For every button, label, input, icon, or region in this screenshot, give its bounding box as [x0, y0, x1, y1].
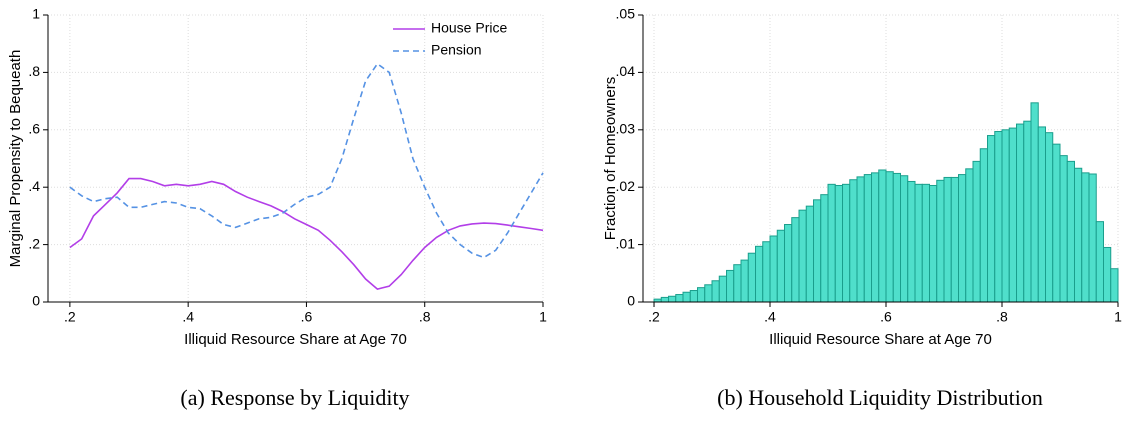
bar: [791, 217, 800, 303]
bar: [726, 269, 735, 303]
bar: [863, 174, 873, 303]
bar: [1088, 173, 1097, 303]
x-tick-label: .4: [182, 309, 194, 325]
y-tick-label: .02: [616, 178, 636, 194]
bar: [1030, 102, 1039, 303]
x-tick-label: .6: [880, 309, 892, 325]
bar: [1074, 167, 1083, 303]
y-tick-label: 0: [627, 293, 635, 309]
x-tick-label: .6: [301, 309, 313, 325]
bar: [1095, 221, 1105, 303]
caption: (a) Response by Liquidity: [180, 385, 409, 410]
bar: [675, 294, 684, 303]
bar: [1023, 120, 1032, 303]
bar: [689, 290, 699, 303]
bar: [1016, 123, 1025, 303]
x-tick-label: .2: [648, 309, 660, 325]
legend-label: House Price: [431, 20, 507, 36]
y-tick-label: .6: [28, 121, 40, 137]
y-tick-label: .01: [616, 235, 636, 251]
y-tick-label: 1: [32, 6, 40, 22]
y-tick-label: .2: [28, 235, 40, 251]
bar: [1110, 268, 1119, 303]
bar: [900, 175, 909, 303]
bar: [1008, 127, 1018, 303]
bar: [885, 171, 894, 303]
y-tick-label: .03: [616, 121, 636, 137]
bar: [740, 259, 749, 303]
bar: [769, 235, 778, 303]
caption: (b) Household Liquidity Distribution: [717, 385, 1043, 410]
bar: [987, 135, 996, 303]
bar: [1103, 246, 1112, 303]
x-axis-title: Illiquid Resource Share at Age 70: [769, 331, 992, 348]
bar: [943, 176, 952, 303]
bar: [834, 184, 844, 303]
bar: [871, 172, 880, 303]
bar: [921, 183, 931, 303]
bar: [747, 252, 757, 303]
bar: [994, 131, 1003, 303]
bar: [805, 205, 815, 303]
bar: [1045, 132, 1054, 303]
x-tick-label: 1: [539, 309, 547, 325]
line: [69, 62, 544, 259]
bar: [965, 168, 974, 303]
bar: [733, 264, 742, 303]
bar: [718, 275, 728, 303]
bar: [1081, 172, 1090, 303]
bar: [914, 183, 923, 303]
bar: [711, 280, 720, 303]
bar: [762, 241, 771, 303]
bar: [979, 148, 989, 303]
y-axis-title: Fraction of Homeowners: [602, 77, 619, 240]
bar: [958, 174, 967, 303]
bar: [849, 179, 858, 303]
x-axis-title: Illiquid Resource Share at Age 70: [184, 331, 407, 348]
x-tick-label: 1: [1114, 309, 1122, 325]
bar: [907, 180, 916, 303]
bar: [972, 160, 981, 303]
y-axis-title: Marginal Propensity to Bequeath: [7, 50, 24, 268]
bar: [1059, 155, 1068, 303]
y-tick-label: 0: [32, 293, 40, 309]
x-tick-label: .8: [419, 309, 431, 325]
bar: [820, 194, 829, 303]
legend-label: Pension: [431, 42, 482, 58]
bar: [682, 291, 691, 303]
bar: [697, 287, 706, 303]
bar: [842, 183, 851, 303]
bar: [776, 229, 786, 303]
bar: [704, 284, 713, 303]
bar: [755, 245, 764, 303]
bar: [827, 183, 836, 303]
bar: [798, 209, 807, 303]
bar: [1001, 129, 1010, 303]
bar: [1052, 143, 1061, 303]
bar: [1066, 160, 1076, 303]
bar: [856, 176, 865, 303]
bar: [892, 172, 902, 303]
bar: [929, 184, 938, 303]
bar: [784, 224, 793, 303]
bar: [950, 176, 960, 303]
line: [69, 177, 544, 290]
x-tick-label: .2: [64, 309, 76, 325]
x-tick-label: .4: [764, 309, 776, 325]
bar: [878, 169, 887, 303]
bar: [813, 199, 822, 303]
bar: [936, 179, 945, 303]
bar: [668, 295, 677, 303]
y-tick-label: .8: [28, 63, 40, 79]
x-tick-label: .8: [996, 309, 1008, 325]
y-tick-label: .04: [616, 63, 636, 79]
y-tick-label: .05: [616, 6, 636, 22]
bar: [1037, 126, 1047, 303]
y-tick-label: .4: [28, 178, 40, 194]
bar: [660, 296, 670, 303]
